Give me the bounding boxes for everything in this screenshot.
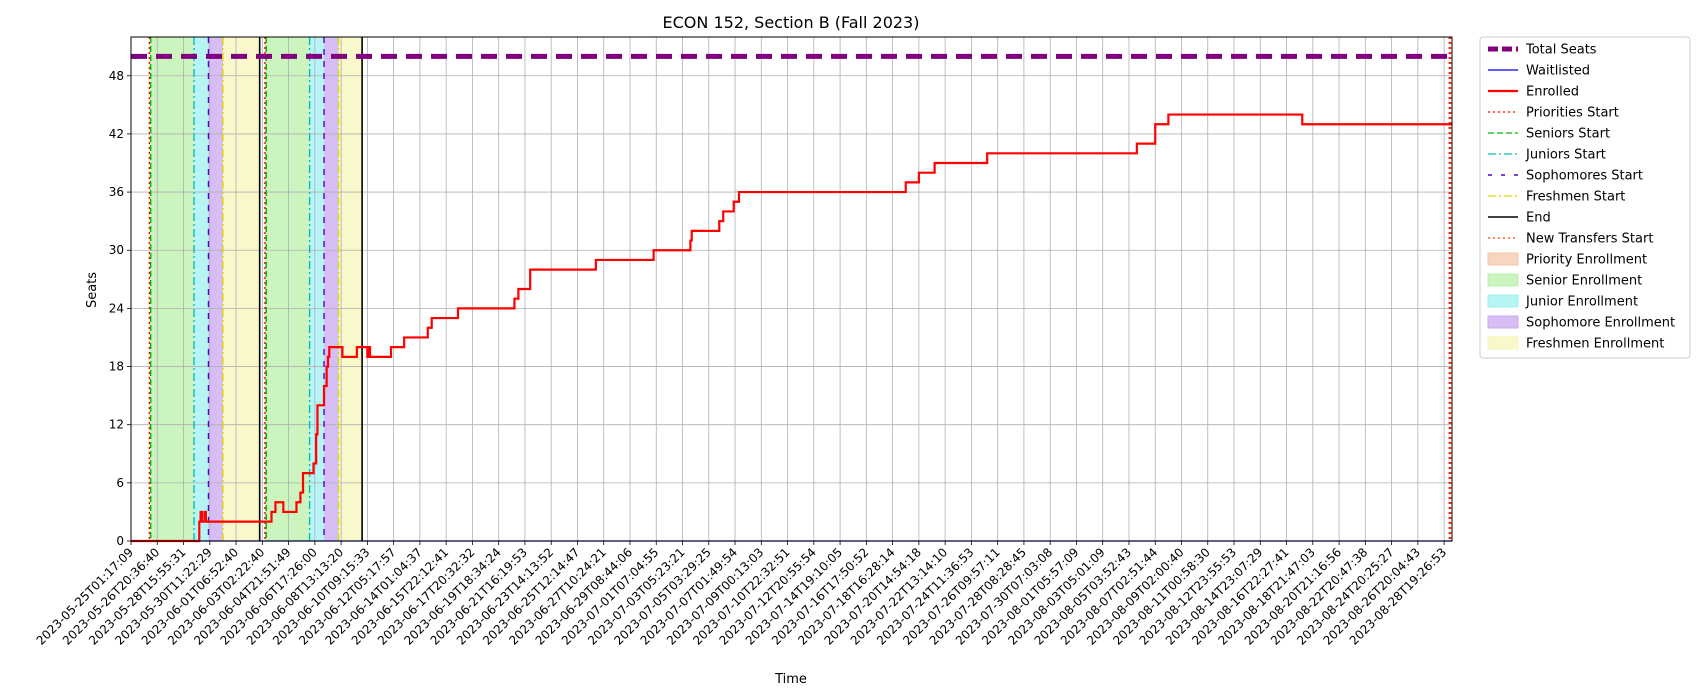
span-sophomore-enrollment bbox=[324, 37, 339, 541]
legend-label-junior-enrollment: Junior Enrollment bbox=[1525, 295, 1638, 310]
legend-swatch-junior-enrollment bbox=[1487, 294, 1519, 308]
span-junior-enrollment bbox=[194, 37, 209, 541]
legend-label-end: End bbox=[1526, 211, 1551, 226]
plot-frame bbox=[130, 36, 1453, 542]
y-tick-label: 48 bbox=[109, 69, 124, 83]
legend-label-sophomore-enrollment: Sophomore Enrollment bbox=[1526, 316, 1675, 331]
legend-swatch-priority-enrollment bbox=[1487, 252, 1519, 266]
legend-label-priorities-start: Priorities Start bbox=[1526, 106, 1619, 121]
span-freshmen-enrollment bbox=[222, 37, 260, 541]
y-tick-label: 24 bbox=[109, 301, 124, 315]
x-axis-label: Time bbox=[774, 672, 807, 687]
legend-label-priority-enrollment: Priority Enrollment bbox=[1526, 253, 1647, 268]
legend-label-enrolled: Enrolled bbox=[1526, 85, 1579, 100]
y-tick-label: 0 bbox=[116, 534, 124, 548]
legend-box bbox=[1479, 36, 1691, 359]
chart-title: ECON 152, Section B (Fall 2023) bbox=[663, 13, 920, 32]
y-axis-ticks: 0 6 12 18 24 30 36 42 48 bbox=[109, 69, 131, 548]
legend-swatch-sophomore-enrollment bbox=[1487, 315, 1519, 329]
legend-label-waitlisted: Waitlisted bbox=[1526, 64, 1590, 79]
span-senior-enrollment bbox=[266, 37, 310, 541]
y-tick-label: 30 bbox=[109, 243, 124, 257]
legend-label-sophomores-start: Sophomores Start bbox=[1526, 169, 1643, 184]
span-sophomore-enrollment bbox=[208, 37, 223, 541]
span-freshmen-enrollment bbox=[338, 37, 363, 541]
y-tick-label: 18 bbox=[109, 360, 124, 374]
legend-swatch-senior-enrollment bbox=[1487, 273, 1519, 287]
enrollment-spans bbox=[149, 37, 363, 541]
legend-label-freshmen-enrollment: Freshmen Enrollment bbox=[1526, 337, 1664, 352]
span-senior-enrollment bbox=[150, 37, 195, 541]
span-junior-enrollment bbox=[309, 37, 325, 541]
legend: Total Seats Waitlisted Enrolled Priorities … bbox=[1479, 36, 1691, 359]
series-enrolled bbox=[131, 113, 1452, 543]
y-tick-label: 36 bbox=[109, 185, 124, 199]
legend-label-seniors-start: Seniors Start bbox=[1526, 127, 1610, 142]
legend-label-juniors-start: Juniors Start bbox=[1525, 148, 1606, 163]
y-tick-label: 12 bbox=[109, 418, 124, 432]
legend-label-total-seats: Total Seats bbox=[1525, 43, 1597, 58]
legend-label-new-transfers-start: New Transfers Start bbox=[1526, 232, 1653, 247]
grid-lines bbox=[130, 37, 1452, 542]
legend-label-senior-enrollment: Senior Enrollment bbox=[1526, 274, 1642, 289]
phase-start-lines bbox=[148, 37, 1452, 541]
legend-swatch-freshmen-enrollment bbox=[1487, 336, 1519, 350]
y-tick-label: 6 bbox=[116, 476, 124, 490]
y-tick-label: 42 bbox=[109, 127, 124, 141]
x-axis-ticks: 2023-05-25T01:17:092023-05-26T20:36:4020… bbox=[34, 541, 1449, 648]
y-axis-label: Seats bbox=[85, 272, 100, 308]
legend-label-freshmen-start: Freshmen Start bbox=[1526, 190, 1625, 205]
